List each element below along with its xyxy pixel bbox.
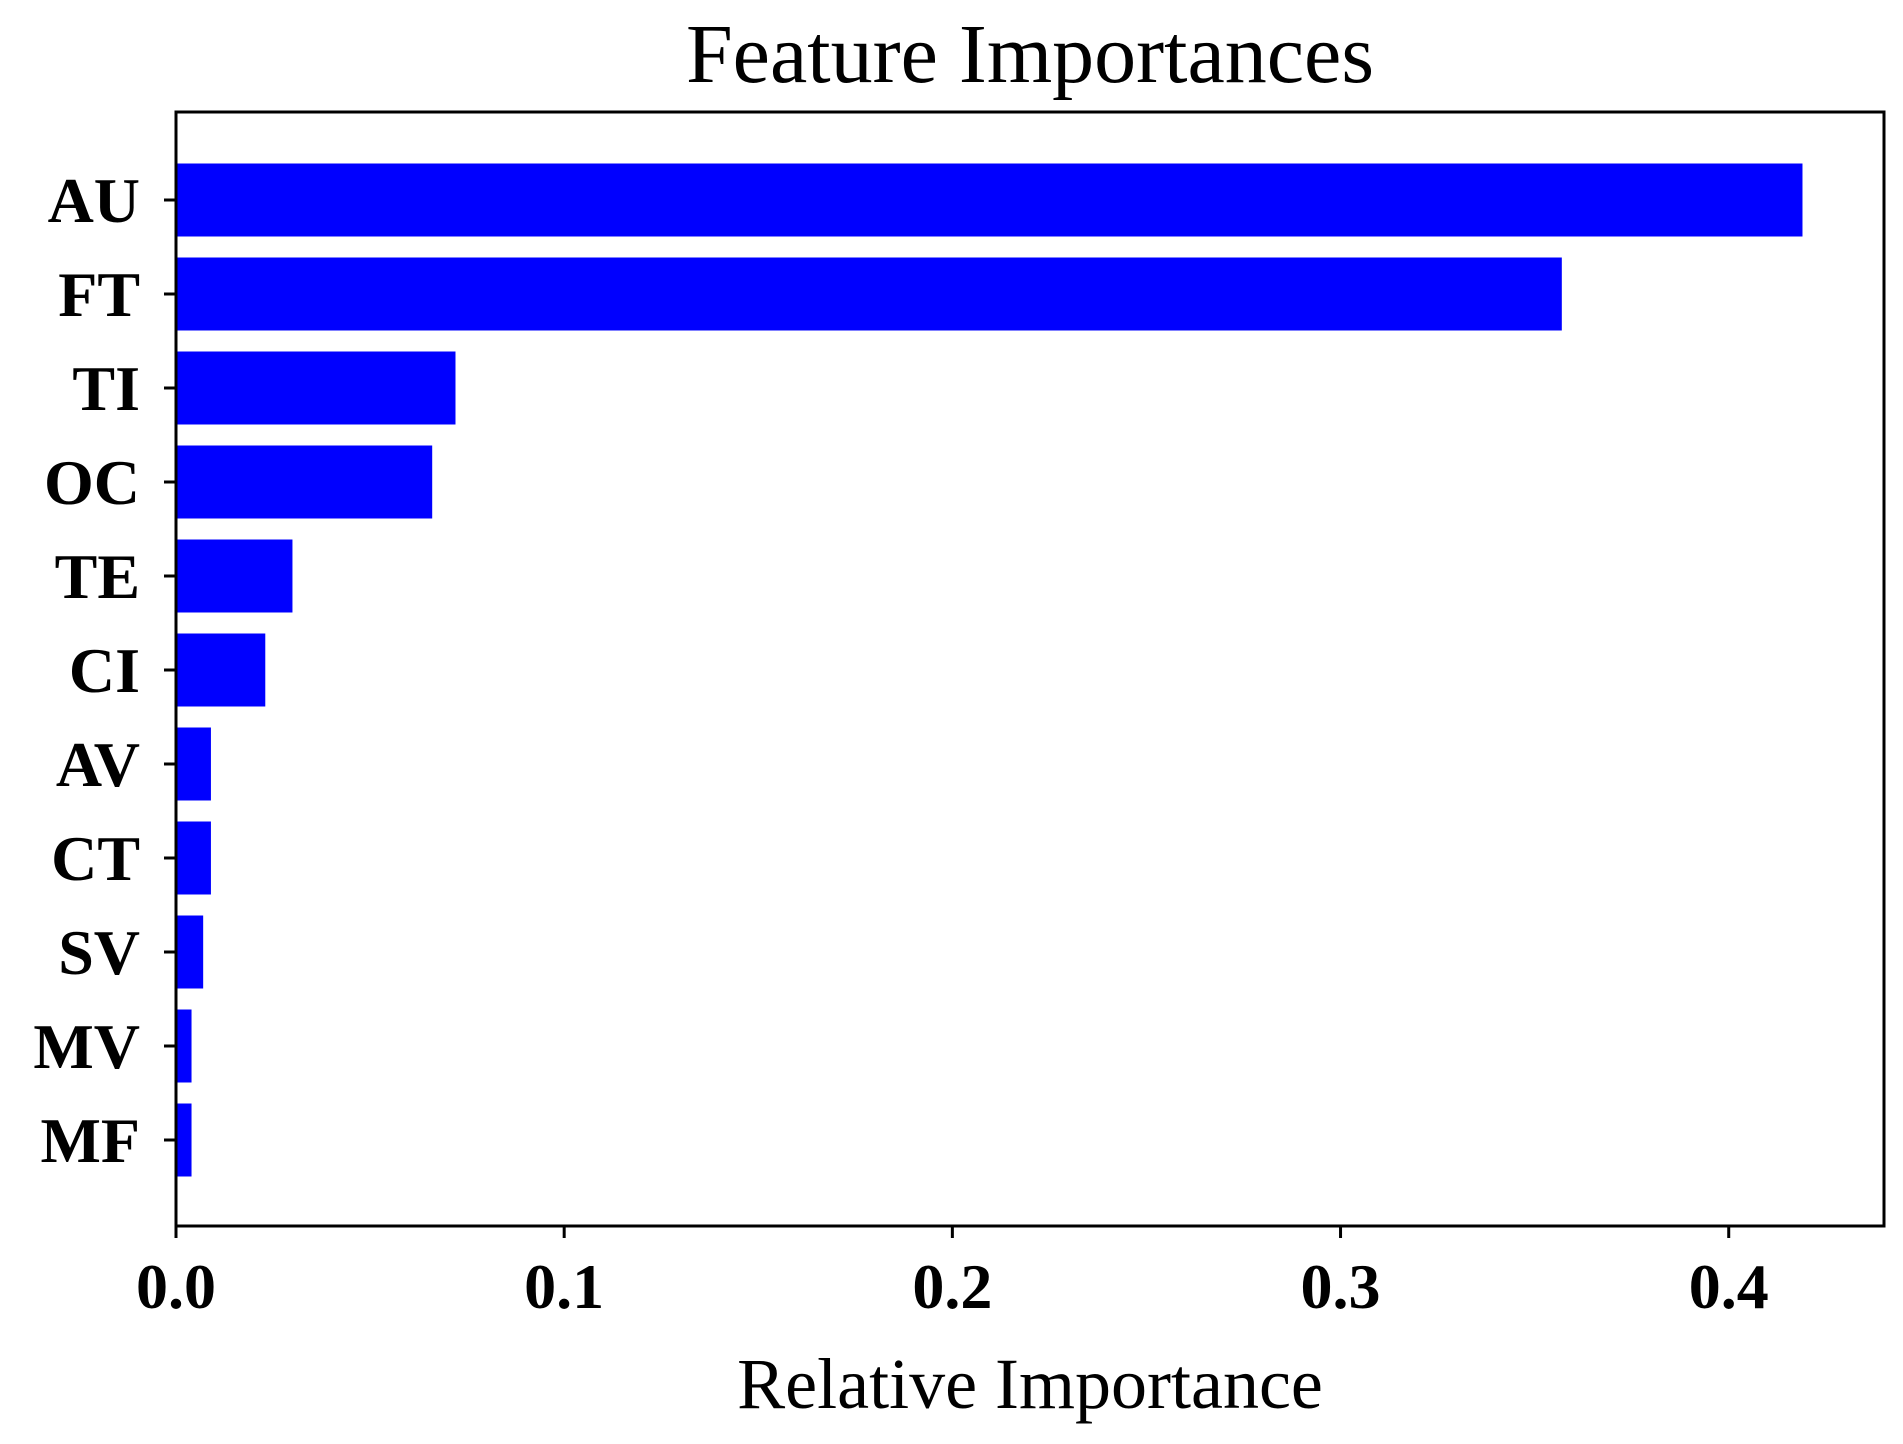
y-tick-label-au: AU — [48, 165, 140, 236]
x-tick-label: 0.3 — [1301, 1251, 1381, 1322]
y-tick-label-ci: CI — [69, 635, 140, 706]
bar-te — [176, 539, 293, 613]
plot-frame — [174, 110, 1886, 1228]
bar-sv — [176, 915, 204, 989]
x-axis-label: Relative Importance — [737, 1344, 1323, 1424]
y-axis-ticks: AU FT TI OC TE CI AV CT SV MV MF — [33, 165, 176, 1176]
bar-ct — [176, 821, 211, 895]
y-tick-label-sv: SV — [58, 917, 140, 988]
bar-mf — [176, 1103, 192, 1177]
bars-group — [176, 163, 1803, 1177]
y-tick-label-ct: CT — [51, 823, 140, 894]
bar-ft — [176, 257, 1562, 331]
bar-mv — [176, 1009, 192, 1083]
y-tick-label-av: AV — [56, 729, 140, 800]
bar-av — [176, 727, 211, 801]
bar-au — [176, 163, 1803, 237]
x-tick-label: 0.4 — [1689, 1251, 1769, 1322]
y-tick-label-oc: OC — [44, 447, 140, 518]
y-tick-label-mf: MF — [41, 1105, 141, 1176]
x-tick-label: 0.1 — [524, 1251, 604, 1322]
x-tick-label: 0.2 — [912, 1251, 992, 1322]
y-tick-label-ti: TI — [72, 353, 140, 424]
bar-ci — [176, 633, 266, 707]
chart-title: Feature Importances — [686, 8, 1374, 101]
bar-ti — [176, 351, 456, 425]
bar-oc — [176, 445, 433, 519]
y-tick-label-ft: FT — [58, 259, 140, 330]
x-tick-label: 0.0 — [136, 1251, 216, 1322]
y-tick-label-mv: MV — [33, 1011, 140, 1082]
y-tick-label-te: TE — [55, 541, 140, 612]
x-axis-ticks: 0.0 0.1 0.2 0.3 0.4 — [136, 1226, 1769, 1322]
